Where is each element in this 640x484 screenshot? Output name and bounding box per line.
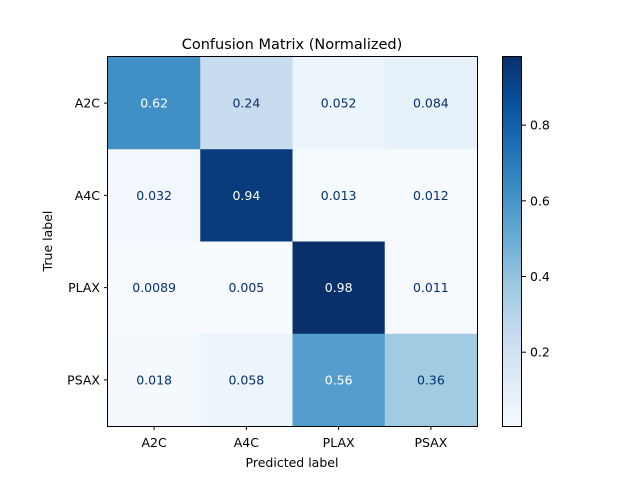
heatmap-cell <box>384 333 478 427</box>
cell-value-label: 0.084 <box>413 96 449 111</box>
cell-value-label: 0.36 <box>417 372 445 387</box>
heatmap-cell <box>200 333 293 427</box>
y-axis: A2C A4C PLAX PSAX <box>67 96 108 387</box>
heatmap-cell <box>384 149 478 242</box>
cell-value-label: 0.62 <box>140 96 168 111</box>
heatmap-cell <box>292 149 386 242</box>
heatmap-cell <box>108 241 201 335</box>
heatmap-cell <box>292 333 386 427</box>
cell-value-label: 0.018 <box>136 372 172 387</box>
y-tick-label: A4C <box>75 188 101 203</box>
cell-value-label: 0.94 <box>232 188 260 203</box>
x-tick-label: A2C <box>142 435 168 450</box>
chart-title: Confusion Matrix (Normalized) <box>182 37 403 53</box>
heatmap-cell <box>384 57 478 150</box>
heatmap-cell <box>200 57 293 150</box>
y-tick-label: A2C <box>75 96 101 111</box>
cell-value-label: 0.058 <box>228 372 264 387</box>
heatmap-cell <box>108 333 201 427</box>
colorbar-axis: 0.2 0.4 0.6 0.8 <box>522 118 550 360</box>
heatmap-cell <box>384 241 478 335</box>
cell-value-label: 0.011 <box>413 280 449 295</box>
colorbar-tick-label: 0.2 <box>530 345 550 360</box>
heatmap-cell <box>292 241 386 335</box>
x-axis-label: Predicted label <box>246 455 339 470</box>
heatmap-cell <box>108 57 201 150</box>
cell-value-label: 0.98 <box>325 280 353 295</box>
heatmap-cell <box>292 57 386 150</box>
cell-value-label: 0.032 <box>136 188 172 203</box>
colorbar-tick-label: 0.4 <box>530 269 550 284</box>
x-tick-label: PSAX <box>414 435 447 450</box>
plot-frame <box>107 56 478 427</box>
cell-value-label: 0.0089 <box>132 280 176 295</box>
x-tick-label: A4C <box>234 435 260 450</box>
y-tick-label: PSAX <box>67 372 100 387</box>
heatmap-cells <box>108 57 478 427</box>
x-axis: A2C A4C PLAX PSAX <box>142 426 448 450</box>
colorbar-tick-label: 0.8 <box>530 118 550 133</box>
colorbar-tick-label: 0.6 <box>530 193 550 208</box>
heatmap-cell <box>200 149 293 242</box>
cell-value-label: 0.56 <box>325 372 353 387</box>
cell-value-label: 0.012 <box>413 188 449 203</box>
cell-value-label: 0.052 <box>321 96 357 111</box>
x-tick-label: PLAX <box>323 435 355 450</box>
heatmap-cell-labels: 0.62 0.24 0.052 0.084 0.032 0.94 0.013 0.012 0.0… <box>132 96 449 388</box>
colorbar <box>502 56 522 427</box>
y-tick-label: PLAX <box>68 280 100 295</box>
cell-value-label: 0.005 <box>228 280 264 295</box>
heatmap-cell <box>200 241 293 335</box>
heatmap-cell <box>108 149 201 242</box>
y-axis-label: True label <box>40 211 55 273</box>
cell-value-label: 0.24 <box>232 96 260 111</box>
cell-value-label: 0.013 <box>321 188 357 203</box>
